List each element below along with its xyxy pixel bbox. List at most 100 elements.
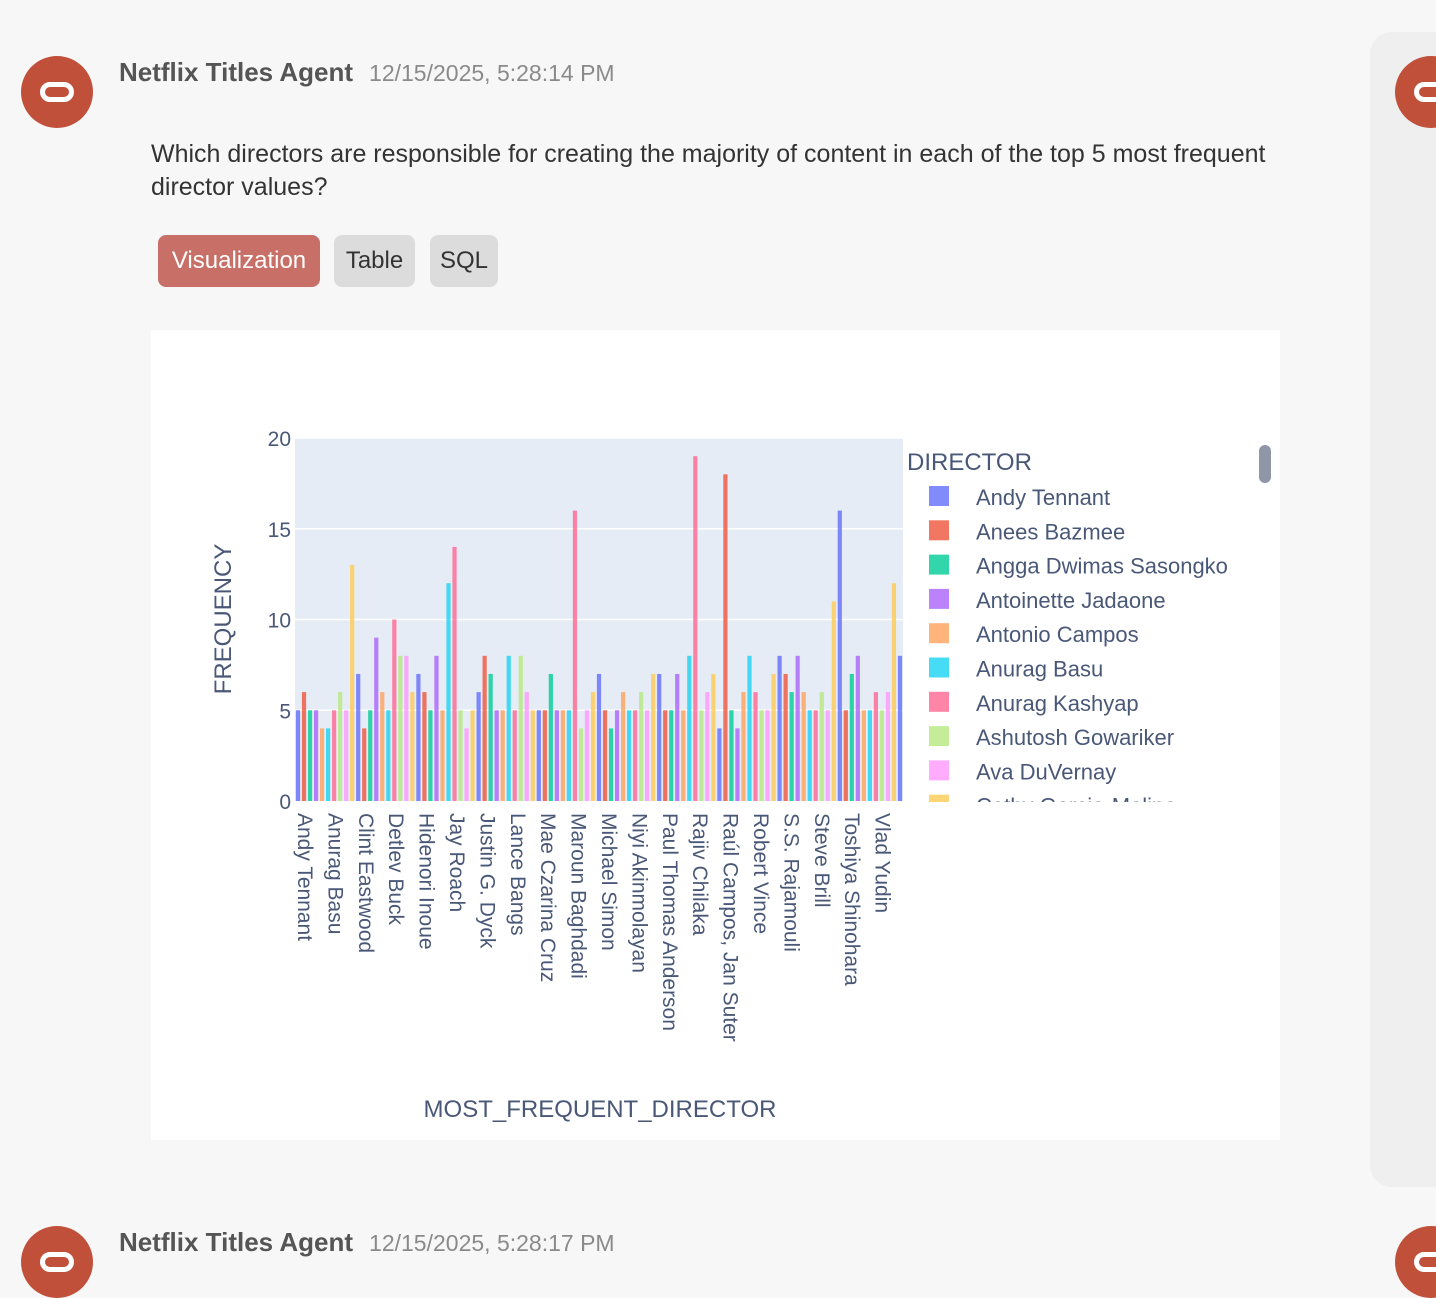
bar [542, 710, 547, 801]
bar [332, 710, 337, 801]
x-tick-label: Paul Thomas Anderson [658, 813, 681, 1031]
bar [307, 710, 313, 801]
bar [885, 692, 891, 801]
legend-entry-label[interactable]: Ashutosh Gowariker [976, 725, 1174, 750]
bar [620, 692, 626, 801]
tab-sql[interactable]: SQL [430, 235, 498, 287]
bar [633, 710, 638, 801]
agent-avatar [21, 56, 93, 128]
bar [747, 655, 752, 801]
bar [819, 692, 824, 801]
legend-entry-label[interactable]: Antoinette Jadaone [976, 588, 1166, 613]
message-timestamp: 12/15/2025, 5:28:14 PM [369, 60, 615, 86]
legend-entry-label[interactable]: Cathy Garcia-Molina [976, 794, 1177, 819]
legend-entry-label[interactable]: Ava DuVernay [976, 759, 1116, 784]
bar [687, 655, 692, 801]
legend-swatch[interactable] [929, 554, 949, 575]
bar [843, 710, 848, 801]
legend-swatch[interactable] [929, 623, 949, 644]
legend-entry-label[interactable]: Antonio Campos [976, 622, 1139, 647]
legend-entry-label[interactable]: Anees Bazmee [976, 519, 1125, 544]
bar [699, 710, 704, 801]
bar [861, 710, 866, 801]
agent-name-2: Netflix Titles Agent [119, 1227, 354, 1257]
bar [482, 655, 487, 801]
bar [711, 673, 716, 801]
legend-swatch[interactable] [929, 657, 949, 678]
legend-swatch[interactable] [929, 520, 949, 541]
x-tick-label: Raúl Campos, Jan Suter [719, 813, 742, 1042]
bar [825, 710, 830, 801]
bar [434, 655, 439, 801]
bar [398, 655, 403, 801]
bar [446, 583, 451, 801]
message-timestamp-2: 12/15/2025, 5:28:17 PM [369, 1230, 615, 1256]
bar [614, 710, 620, 801]
oracle-logo-icon [40, 82, 74, 102]
legend-entry-label[interactable]: Andy Tennant [976, 485, 1110, 510]
chart-card: 0 5 10 15 20 Andy Tennant Anurag Basu Clint Eas… [151, 330, 1280, 1140]
tab-table[interactable]: Table [334, 235, 415, 287]
bar [416, 673, 421, 801]
bar [530, 710, 535, 801]
bar [578, 728, 584, 801]
legend-swatch[interactable] [929, 588, 949, 609]
x-tick-label: Hidenori Inoue [415, 813, 438, 950]
bar [867, 710, 872, 801]
bar [789, 692, 794, 801]
bar [368, 710, 373, 801]
bar [440, 710, 445, 801]
legend-swatch[interactable] [929, 760, 949, 781]
y-tick-label: 20 [268, 428, 291, 451]
bar [693, 456, 698, 801]
legend-swatch[interactable] [929, 794, 949, 815]
bar [717, 728, 722, 801]
bar [506, 655, 511, 801]
oracle-logo-icon [1414, 1252, 1436, 1272]
bar [404, 655, 409, 801]
bar [488, 673, 493, 801]
bar [681, 710, 686, 801]
legend: Andy Tennant Anees Bazmee Angga Dwimas Sas… [929, 485, 1228, 819]
bar [422, 692, 427, 801]
bar [639, 692, 644, 801]
side-panel [1370, 32, 1436, 1187]
user-avatar-2 [1395, 1226, 1436, 1298]
bar [795, 655, 800, 801]
bar [891, 583, 897, 801]
bar [837, 510, 842, 801]
bar [729, 710, 734, 801]
legend-swatch[interactable] [929, 486, 949, 506]
x-tick-label: Toshiya Shinohara [840, 813, 863, 986]
bar [338, 692, 343, 801]
bar [584, 710, 590, 801]
oracle-logo-icon [40, 1252, 74, 1272]
bar [548, 673, 553, 801]
bar [476, 692, 481, 801]
bar [669, 710, 674, 801]
bar [783, 673, 788, 801]
bar [494, 710, 499, 801]
legend-swatch[interactable] [929, 726, 949, 747]
bar [705, 692, 710, 801]
bar [596, 673, 602, 801]
bar [645, 710, 650, 801]
bar [410, 692, 415, 801]
bar [350, 565, 355, 801]
x-tick-label: Clint Eastwood [354, 813, 377, 953]
legend-swatch[interactable] [929, 691, 949, 712]
bar [301, 692, 307, 801]
legend-scrollbar[interactable] [1259, 445, 1271, 483]
bar [319, 728, 325, 801]
legend-entry-label[interactable]: Angga Dwimas Sasongko [976, 554, 1228, 579]
tab-visualization[interactable]: Visualization [158, 235, 320, 287]
bar [572, 510, 578, 801]
bar [723, 474, 728, 801]
bar [392, 619, 397, 801]
x-tick-label: Jay Roach [445, 813, 468, 912]
bar [313, 710, 319, 801]
bar [464, 728, 469, 801]
legend-entry-label[interactable]: Anurag Basu [976, 657, 1103, 682]
legend-entry-label[interactable]: Anurag Kashyap [976, 691, 1139, 716]
bar [897, 655, 903, 801]
